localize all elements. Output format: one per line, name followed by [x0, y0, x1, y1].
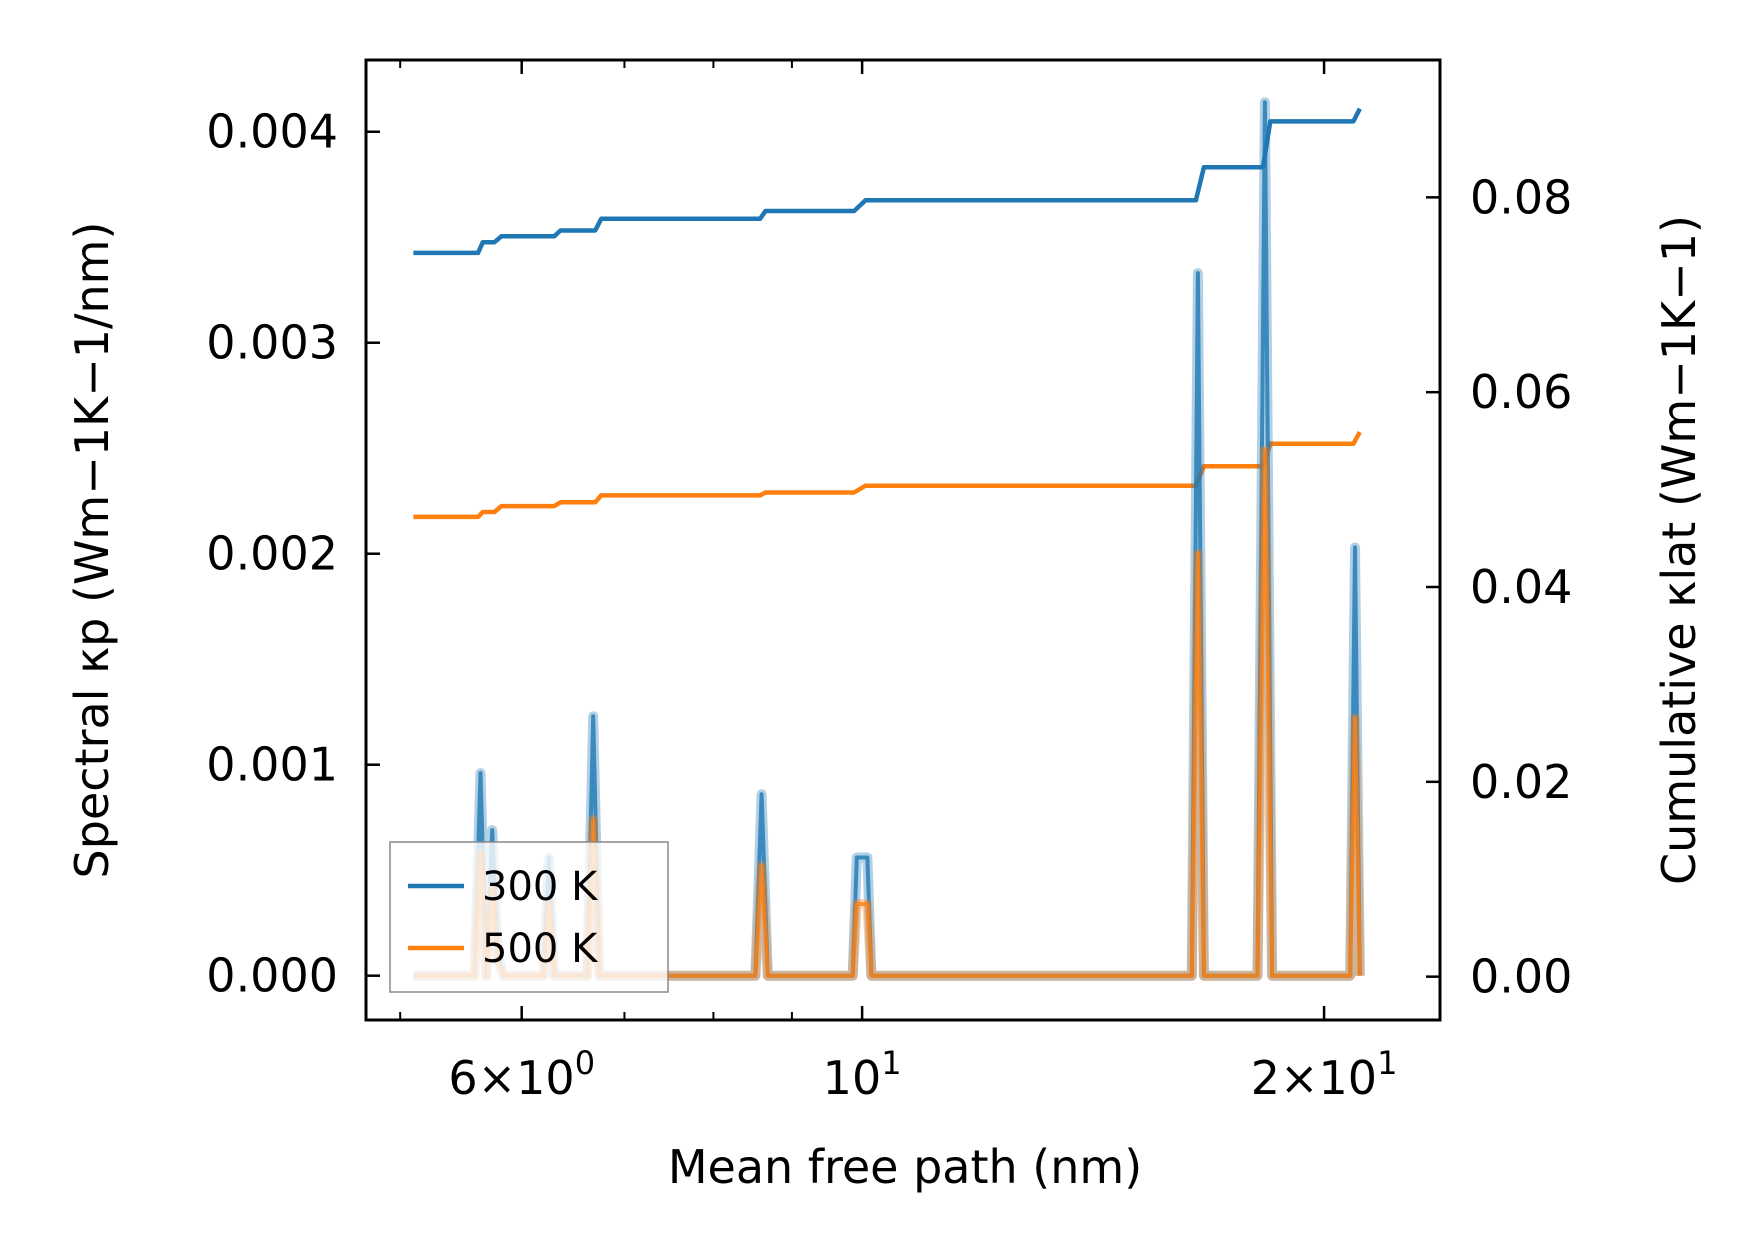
axes: 6×100 101 2×101 0.000 0.001 0.002 0.003 0.004 0.… — [206, 58, 1572, 1105]
y-axis-right-title: Cumulative κlat (Wm−1K−1) — [1652, 215, 1706, 885]
x-tick-label: 2×101 — [1251, 1044, 1398, 1105]
y-left-tick-label: 0.004 — [206, 105, 338, 159]
legend-box — [389, 841, 669, 993]
y-right-tick-label: 0.04 — [1470, 560, 1572, 614]
y-right-tick-label: 0.08 — [1470, 170, 1572, 224]
legend: 300 K 500 K — [389, 841, 669, 993]
y-right-tick-label: 0.06 — [1470, 365, 1572, 419]
x-axis-title: Mean free path (nm) — [668, 1140, 1142, 1194]
x-tick-label: 6×100 — [448, 1044, 595, 1105]
y-left-tick-label: 0.003 — [206, 316, 338, 370]
y-left-tick-label: 0.001 — [206, 738, 338, 792]
y-left-tick-label: 0.002 — [206, 527, 338, 581]
y-right-tick-label: 0.00 — [1470, 950, 1572, 1004]
x-tick-label: 101 — [823, 1044, 902, 1105]
y-left-tick-label: 0.000 — [206, 949, 338, 1003]
plot-frame — [364, 58, 1442, 1022]
y-axis-left-title: Spectral κp (Wm−1K−1/nm) — [65, 222, 119, 879]
legend-label: 500 K — [482, 926, 599, 972]
legend-label: 300 K — [482, 864, 599, 910]
y-right-tick-label: 0.02 — [1470, 755, 1572, 809]
